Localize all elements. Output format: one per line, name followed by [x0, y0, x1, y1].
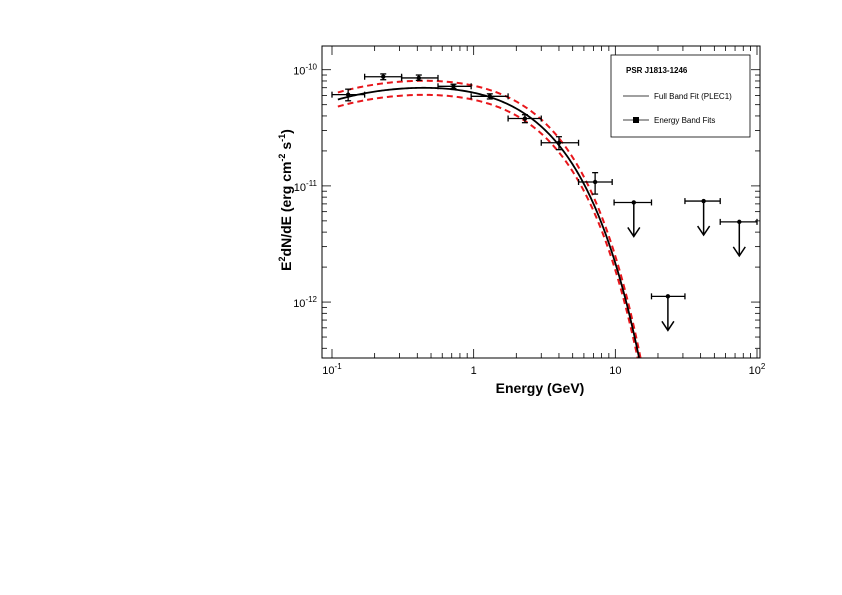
model-band-layer [337, 79, 642, 358]
upper-limit-arrow-head [661, 320, 675, 332]
data-point [470, 93, 509, 100]
y-tick-label: 10-10 [293, 63, 317, 78]
upper-limit-arrow-head [732, 246, 746, 258]
data-points-layer [331, 73, 758, 332]
data-point [577, 172, 613, 195]
data-marker [631, 200, 636, 205]
data-marker [556, 140, 562, 145]
data-point [331, 88, 366, 102]
y-axis-title: E2dN/dE (erg cm-2 s-1) [277, 129, 294, 271]
data-marker [381, 74, 386, 79]
data-point [400, 74, 439, 81]
data-point [540, 136, 580, 151]
data-point [507, 114, 542, 124]
x-tick-label: 1 [471, 365, 477, 377]
upper-limit-arrow-head [697, 225, 711, 237]
data-marker [737, 219, 742, 225]
data-marker [522, 116, 528, 121]
upper-limit [613, 199, 653, 238]
plot-frame [321, 45, 761, 359]
data-marker [345, 92, 351, 97]
upper-limit [650, 293, 686, 332]
legend-title: PSR J1813-1246 [626, 66, 688, 75]
legend-entry-full-band: Full Band Fit (PLEC1) [654, 92, 732, 101]
data-point [437, 83, 472, 90]
y-tick-label: 10-11 [294, 179, 318, 194]
x-tick-label: 102 [749, 362, 766, 377]
legend: PSR J1813-1246 Full Band Fit (PLEC1) Ene… [610, 54, 751, 138]
upper-limit [684, 198, 721, 237]
model-band-lower [337, 93, 639, 358]
x-tick-label: 10-1 [322, 362, 342, 377]
y-tick-label: 10-12 [293, 295, 317, 310]
svg-text:E2dN/dE (erg cm-2 s-1): E2dN/dE (erg cm-2 s-1) [277, 129, 294, 271]
data-marker [451, 84, 456, 89]
data-marker [487, 94, 493, 99]
legend-marker-square [633, 117, 639, 123]
legend-entry-energy-bands: Energy Band Fits [654, 116, 715, 125]
upper-limit [719, 218, 758, 258]
x-axis-title: Energy (GeV) [496, 380, 585, 396]
model-band-upper [337, 79, 642, 358]
data-marker [592, 179, 598, 185]
data-marker [665, 294, 671, 299]
x-tick-label: 10 [609, 365, 621, 377]
data-marker [416, 75, 422, 81]
upper-limit-arrow-head [627, 227, 641, 238]
axis-ticks-layer [322, 46, 760, 358]
data-marker [701, 198, 706, 204]
